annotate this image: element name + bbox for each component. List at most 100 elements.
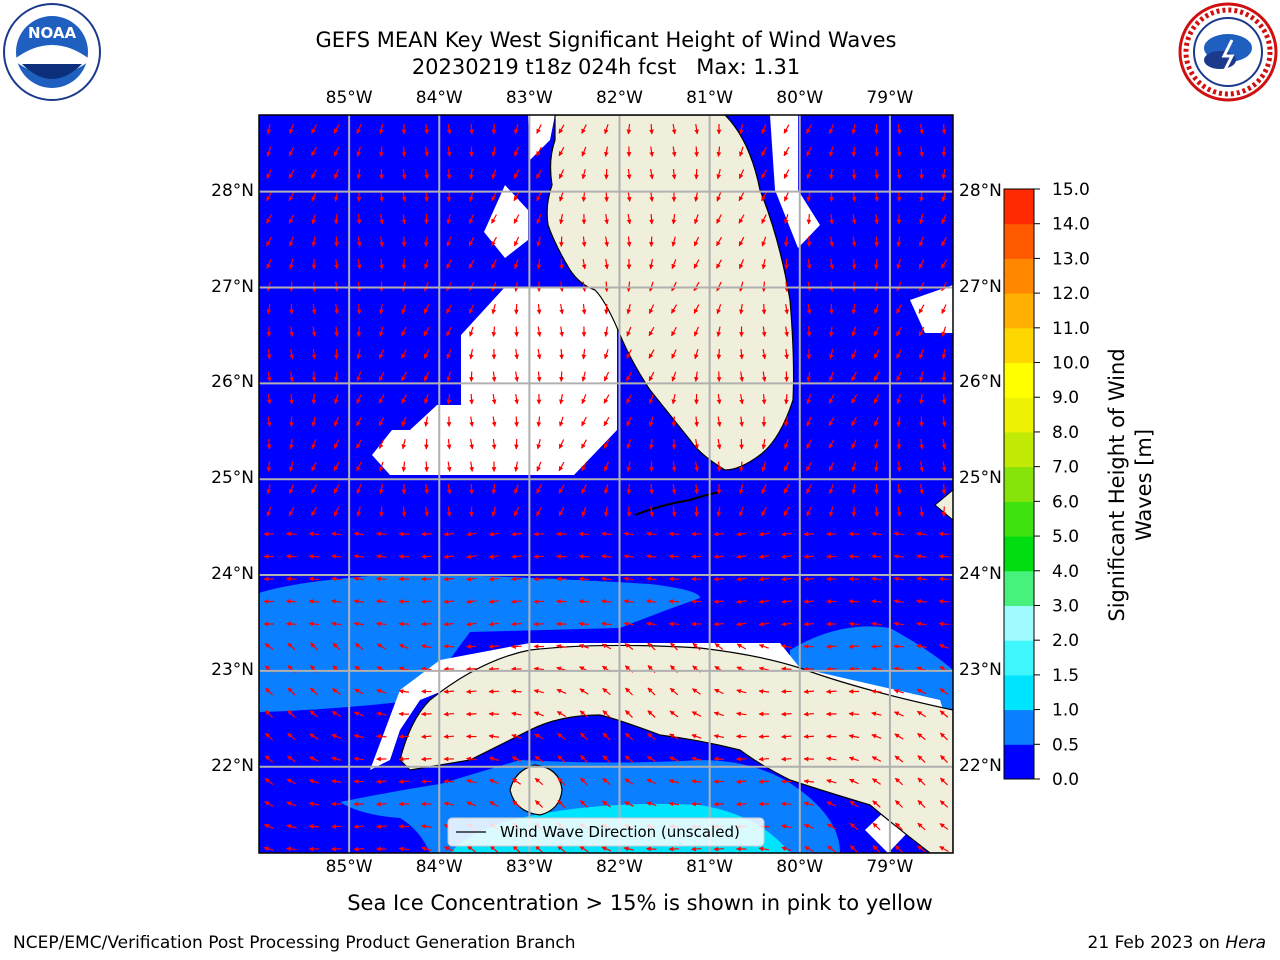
wave-direction-arrow (893, 621, 905, 627)
wave-direction-arrow (736, 779, 747, 784)
wave-direction-arrow (266, 348, 272, 360)
wave-direction-arrow (919, 461, 924, 472)
wave-direction-arrow (580, 439, 588, 449)
wave-direction-arrow (446, 191, 452, 202)
wave-direction-arrow (874, 304, 879, 315)
wave-direction-arrow (266, 281, 272, 292)
wave-direction-arrow (918, 326, 925, 337)
wave-direction-arrow (379, 213, 384, 225)
map-title: GEFS MEAN Key West Significant Height of… (315, 28, 897, 52)
wave-direction-arrow (803, 554, 815, 559)
map-legend: Wind Wave Direction (unscaled) (447, 817, 765, 847)
wave-direction-arrow (806, 191, 812, 202)
wave-direction-arrow (469, 168, 474, 180)
wave-direction-arrow (421, 824, 432, 829)
wave-direction-arrow (536, 416, 542, 427)
wave-direction-arrow (871, 576, 882, 582)
wave-direction-arrow (334, 281, 339, 292)
wave-direction-arrow (781, 756, 792, 762)
wave-direction-arrow (514, 326, 519, 337)
wave-direction-arrow (581, 124, 587, 134)
wave-direction-arrow (536, 303, 542, 315)
wave-direction-arrow (671, 326, 677, 337)
wave-direction-arrow (781, 531, 792, 537)
wave-direction-arrow (311, 281, 317, 292)
wave-direction-arrow (941, 461, 947, 472)
wave-direction-arrow (713, 756, 725, 762)
lat-label-left: 28°N (211, 180, 254, 201)
wave-direction-arrow (558, 124, 565, 134)
wave-direction-arrow (401, 258, 407, 270)
wave-direction-arrow (332, 642, 341, 651)
wave-direction-arrow (623, 846, 635, 852)
wave-direction-arrow (851, 326, 857, 337)
wave-direction-arrow (871, 711, 882, 717)
wave-direction-arrow (491, 214, 497, 224)
wave-direction-arrow (693, 259, 700, 269)
wave-direction-arrow (919, 438, 924, 450)
wave-direction-arrow (896, 461, 902, 472)
wave-direction-arrow (806, 394, 812, 405)
wave-direction-arrow (671, 146, 677, 157)
wave-direction-arrow (401, 213, 407, 225)
wave-direction-arrow (940, 259, 948, 269)
wave-direction-arrow (758, 689, 770, 694)
wave-direction-arrow (424, 236, 429, 247)
wave-direction-arrow (758, 621, 770, 627)
wave-direction-arrow (806, 371, 812, 382)
wave-direction-arrow (781, 599, 792, 604)
wave-direction-arrow (804, 846, 814, 852)
wave-direction-arrow (601, 643, 612, 650)
wave-direction-arrow (289, 348, 294, 360)
wave-direction-arrow (919, 146, 924, 157)
wave-direction-arrow (353, 531, 365, 537)
wave-direction-arrow (939, 688, 949, 695)
wave-direction-arrow (443, 531, 455, 537)
wave-direction-arrow (468, 259, 475, 269)
wave-direction-arrow (805, 461, 813, 472)
wave-direction-arrow (894, 755, 904, 763)
wave-direction-arrow (491, 371, 497, 382)
wave-direction-arrow (851, 191, 857, 202)
wave-direction-arrow (602, 800, 611, 808)
wave-direction-arrow (443, 801, 455, 807)
wave-direction-arrow (758, 644, 769, 649)
wave-direction-arrow (604, 213, 609, 225)
wave-direction-arrow (671, 123, 677, 135)
wave-direction-arrow (310, 642, 318, 651)
wave-direction-arrow (466, 621, 477, 627)
wave-direction-arrow (803, 801, 814, 807)
wave-direction-arrow (353, 846, 365, 852)
wave-direction-arrow (694, 214, 699, 225)
wave-direction-arrow (266, 236, 272, 247)
wave-band-0p5 (259, 574, 700, 712)
wave-direction-arrow (626, 168, 632, 180)
wave-direction-arrow (917, 822, 926, 831)
wave-direction-arrow (624, 755, 634, 763)
wave-direction-arrow (806, 146, 812, 157)
wave-direction-arrow (893, 554, 905, 559)
wave-direction-arrow (286, 824, 297, 829)
wave-direction-arrow (874, 506, 879, 517)
wave-direction-arrow (623, 621, 635, 627)
wave-direction-arrow (265, 214, 273, 224)
wave-direction-arrow (803, 779, 815, 784)
wave-direction-arrow (739, 416, 744, 427)
wave-direction-arrow (308, 621, 320, 627)
wave-direction-arrow (581, 169, 587, 180)
wave-direction-arrow (578, 576, 590, 582)
wave-direction-arrow (488, 621, 500, 627)
wave-direction-arrow (738, 191, 745, 202)
wave-direction-arrow (491, 393, 497, 405)
wave-direction-arrow (941, 281, 947, 292)
wave-direction-arrow (513, 146, 520, 157)
wave-direction-arrow (557, 777, 566, 786)
wave-direction-arrow (514, 461, 519, 472)
lon-label-bottom: 80°W (776, 857, 824, 877)
wave-direction-arrow (738, 214, 745, 224)
wave-direction-arrow (694, 349, 699, 360)
wave-direction-arrow (446, 506, 452, 517)
wave-direction-arrow (559, 348, 564, 360)
wave-direction-arrow (491, 259, 497, 269)
wave-direction-arrow (646, 778, 657, 785)
